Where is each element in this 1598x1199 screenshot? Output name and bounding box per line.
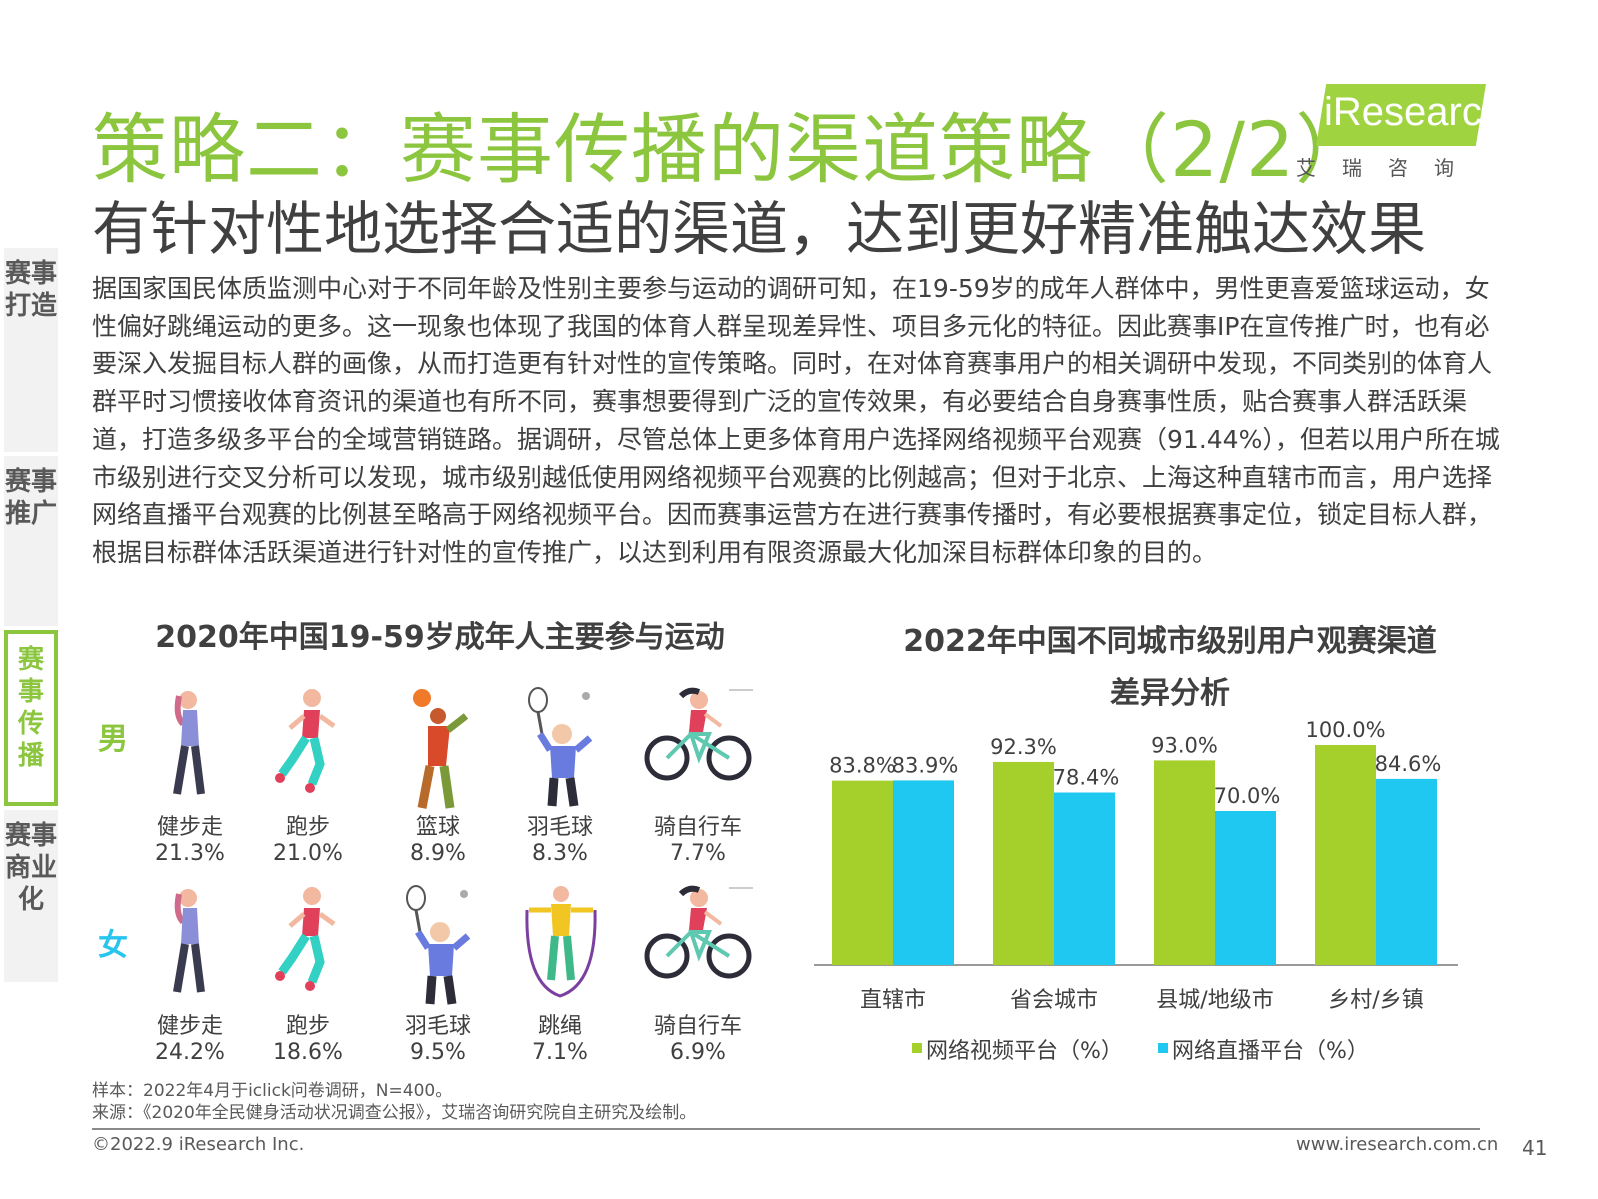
bar-video [1154, 760, 1215, 965]
jump-rope-icon [495, 884, 625, 1014]
page-subtitle: 有针对性地选择合适的渠道，达到更好精准触达效果 [92, 195, 1427, 263]
page-title: 策略二：赛事传播的渠道策略（2/2） [92, 105, 1373, 194]
logo-subtext: 艾瑞咨询 [1296, 156, 1480, 180]
bar-chart: 83.8%83.9% 直辖市 92.3% 78.4% 省会城市 93.0% 70.0% 县城/… [814, 718, 1458, 1064]
bar-live [1215, 811, 1276, 965]
activity-percent: 8.3% [532, 841, 588, 866]
activity-percent: 21.3% [155, 841, 225, 866]
body-paragraph: 据国家国民体质监测中心对于不同年龄及性别主要参与运动的调研可知，在19-59岁的… [92, 274, 1500, 567]
bar-live [893, 780, 954, 965]
activity-name: 跑步 [285, 1014, 330, 1039]
chart-title-line2: 差异分析 [1110, 676, 1230, 711]
female-activity-item: 跑步 18.6% [243, 884, 373, 1066]
female-activity-item: 骑自行车 6.9% [633, 884, 763, 1066]
activities-title: 2020年中国19-59岁成年人主要参与运动 [155, 620, 725, 655]
male-activity-item: 跑步 21.0% [243, 686, 373, 867]
category-label: 直辖市 [860, 988, 926, 1013]
walking-woman-icon [125, 884, 255, 1014]
activity-name: 骑自行车 [653, 1014, 742, 1039]
activity-percent: 7.1% [532, 1040, 588, 1065]
bar-live [1376, 778, 1437, 965]
cyclist-icon [633, 884, 763, 1014]
activity-name: 羽毛球 [526, 815, 593, 840]
activity-name: 健步走 [156, 815, 223, 840]
nav-item-2[interactable]: 赛事推广 [4, 456, 58, 626]
nav-item-4[interactable]: 赛事商业化 [4, 810, 58, 982]
female-activity-item: 健步走 24.2% [125, 884, 255, 1066]
female-activity-item: 跳绳 7.1% [495, 884, 625, 1066]
bar-video [1315, 745, 1376, 965]
activity-name: 篮球 [415, 815, 460, 840]
male-activity-item: 健步走 21.3% [125, 686, 255, 867]
data-label: 84.6% [1375, 752, 1442, 776]
nav-item-3-active[interactable]: 赛事传播 [4, 630, 58, 806]
data-label: 83.8% [829, 754, 896, 778]
activity-percent: 21.0% [273, 841, 343, 866]
chart-title-line1: 2022年中国不同城市级别用户观赛渠道 [903, 624, 1437, 659]
legend-swatch [1158, 1043, 1168, 1053]
data-label: 70.0% [1214, 784, 1281, 808]
category-label: 县城/地级市 [1156, 988, 1273, 1013]
activity-name: 跑步 [285, 815, 330, 840]
bar-video [993, 761, 1054, 965]
running-icon [243, 686, 373, 815]
nav-item-1[interactable]: 赛事打造 [4, 248, 58, 452]
female-activity-item: 羽毛球 9.5% [373, 884, 503, 1066]
data-label: 83.9% [892, 753, 959, 777]
activity-name: 骑自行车 [653, 815, 742, 840]
activity-name: 跳绳 [537, 1014, 582, 1039]
page-number: 41 [1522, 1136, 1548, 1160]
activity-percent: 18.6% [273, 1040, 343, 1065]
source-note: 来源：《2020年全民健身活动状况调查公报》，艾瑞咨询研究院自主研究及绘制。 [92, 1103, 697, 1123]
data-label: 93.0% [1151, 733, 1218, 757]
data-label: 100.0% [1305, 718, 1385, 742]
basketball-player-icon [373, 686, 503, 815]
activity-percent: 9.5% [410, 1040, 466, 1065]
bar-video [832, 780, 893, 965]
data-label: 92.3% [990, 735, 1057, 759]
iresearch-logo: iResearch 艾瑞咨询 [1296, 80, 1504, 180]
running-icon [243, 884, 373, 1014]
website-link[interactable]: www.iresearch.com.cn [1296, 1134, 1499, 1155]
badminton-player-icon [373, 884, 503, 1014]
badminton-player-icon [495, 686, 625, 815]
male-activity-item: 篮球 8.9% [373, 686, 503, 867]
legend-swatch [912, 1043, 922, 1053]
footnote: 样本：2022年4月于iclick问卷调研，N=400。 来源：《2020年全民… [92, 1080, 696, 1124]
legend-label: 网络视频平台（%） [926, 1039, 1123, 1064]
sample-note: 样本：2022年4月于iclick问卷调研，N=400。 [92, 1081, 453, 1101]
activity-percent: 8.9% [410, 841, 466, 866]
bar-live [1054, 792, 1115, 965]
activity-percent: 7.7% [670, 841, 726, 866]
copyright: ©2022.9 iResearch Inc. [92, 1134, 305, 1155]
footer-divider [92, 1128, 1480, 1130]
male-activity-item: 骑自行车 7.7% [633, 686, 763, 867]
walking-woman-icon [125, 686, 255, 815]
male-activity-item: 羽毛球 8.3% [495, 686, 625, 867]
male-label: 男 [98, 722, 128, 757]
category-label: 乡村/乡镇 [1328, 988, 1423, 1013]
activity-percent: 6.9% [670, 1040, 726, 1065]
logo-text: iResearch [1324, 90, 1505, 134]
activity-percent: 24.2% [155, 1040, 225, 1065]
female-label: 女 [98, 928, 128, 963]
data-label: 78.4% [1053, 766, 1120, 790]
cyclist-icon [633, 686, 763, 815]
category-label: 省会城市 [1010, 988, 1098, 1013]
activity-name: 羽毛球 [404, 1014, 471, 1039]
legend-label: 网络直播平台（%） [1172, 1039, 1369, 1064]
activity-name: 健步走 [156, 1014, 223, 1039]
